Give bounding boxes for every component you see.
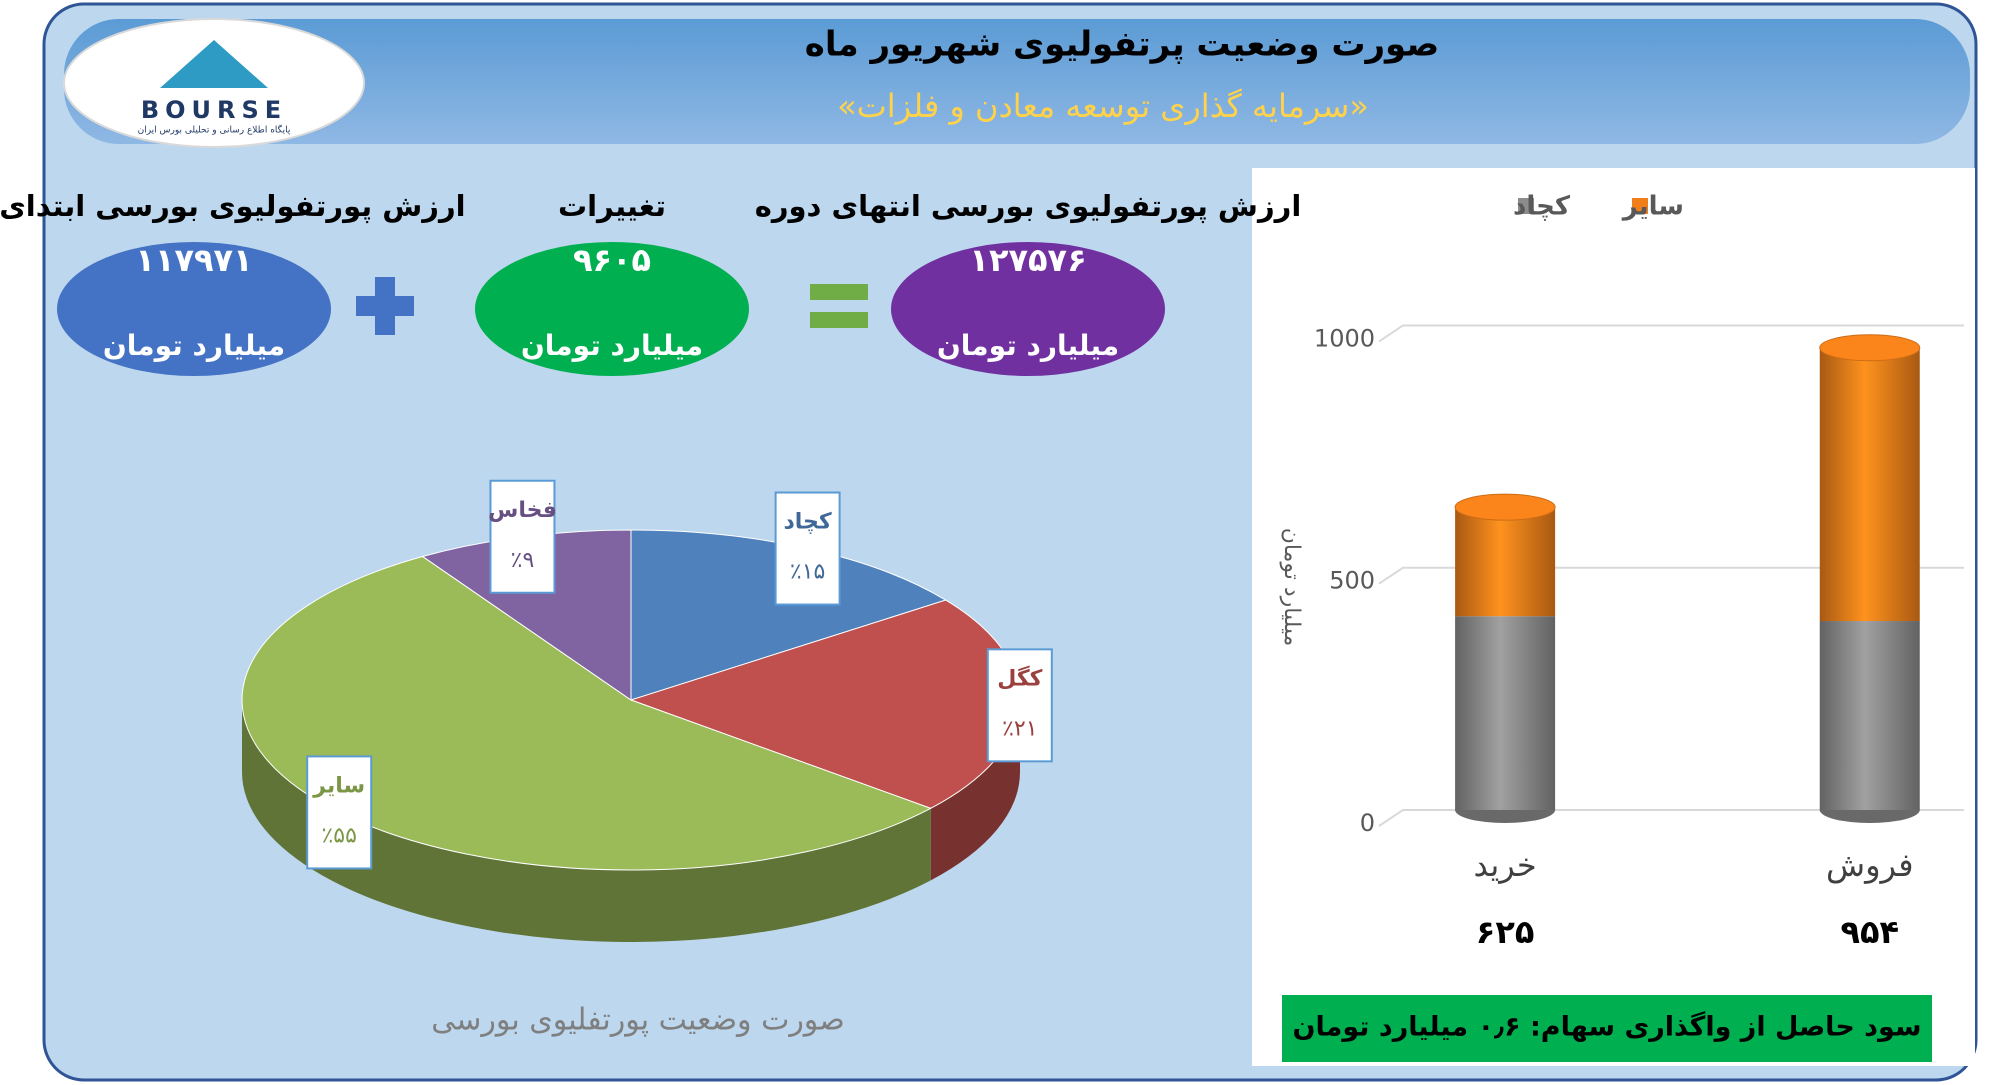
card-unit: میلیارد تومان (103, 329, 285, 362)
header-title: صورت وضعیت پرتفولیوی شهریور ماه (805, 25, 1439, 65)
card-badge (475, 242, 749, 376)
x-tick-label: خرید (1474, 846, 1537, 884)
legend-swatch (1632, 198, 1648, 214)
plus-sign (356, 277, 414, 335)
logo-mark (160, 40, 268, 88)
pie-value-label: ٪۹ (511, 548, 535, 573)
legend-label: سایر (1621, 192, 1684, 222)
pie-category-label: کگل (997, 664, 1042, 691)
pie-label-box (306, 755, 373, 870)
grid-line (1378, 566, 1964, 585)
pie-title: صورت وضعیت پورتفلیوی بورسی (431, 1003, 845, 1038)
card-label: ارزش پورتفولیوی بورسی ابتدای دوره (0, 189, 466, 224)
pie-category-label: فخاس (488, 498, 557, 523)
card-value: ۱۲۷۵۷۶ (969, 241, 1086, 279)
header-subtitle: «سرمایه گذاری توسعه معادن و فلزات» (837, 87, 1369, 125)
y-tick-label: 0 (1360, 809, 1375, 837)
total-label: ۶۲۵ (1476, 913, 1535, 951)
header-band (64, 19, 1970, 144)
bar (1819, 347, 1920, 622)
bar (1455, 507, 1556, 617)
card-badge (57, 242, 331, 376)
bar (1455, 616, 1556, 810)
bar (1819, 621, 1920, 810)
logo-name: BOURSE (141, 96, 287, 124)
bar-top (1819, 334, 1921, 362)
pie-value-label: ٪۱۵ (790, 560, 825, 585)
pie-value-label: ٪۵۵ (321, 823, 356, 848)
note-box (1282, 995, 1932, 1062)
y-tick-label: 1000 (1314, 324, 1375, 352)
card-label: تغییرات (558, 189, 666, 223)
pie-label-box (774, 491, 841, 606)
legend-swatch (1518, 198, 1534, 214)
legend-label: کچاد (1513, 192, 1571, 222)
y-axis-label: میلیارد تومان (1279, 528, 1304, 647)
pie-value-label: ٪۲۱ (1002, 716, 1037, 741)
pie-slice-side (242, 700, 931, 942)
grid-line (1378, 324, 1964, 343)
card-label: ارزش پورتفولیوی بورسی انتهای دوره (755, 189, 1302, 224)
pie-label-box (489, 479, 556, 594)
grid-line (1378, 809, 1964, 827)
pie-category-label: کچاد (784, 510, 832, 535)
logo-tagline: پایگاه اطلاع رسانی و تحلیلی بورس ایران (138, 124, 291, 136)
pie-slice-side (930, 700, 1020, 881)
card-unit: میلیارد تومان (521, 329, 703, 362)
card-value: ۱۱۷۹۷۱ (135, 241, 252, 279)
pie-label-box (986, 648, 1053, 763)
total-label: ۹۵۴ (1840, 913, 1899, 951)
note: سود حاصل از واگذاری سهام: ۰٫۶ میلیارد تو… (1292, 1011, 1921, 1043)
equals-sign (810, 284, 868, 328)
card-value: ۹۶۰۵ (573, 241, 651, 279)
card-unit: میلیارد تومان (937, 329, 1119, 362)
card-badge (891, 242, 1165, 376)
y-tick-label: 500 (1329, 567, 1375, 595)
pie-category-label: سایر (312, 773, 365, 798)
x-tick-label: فروش (1826, 846, 1913, 884)
bar-top (1454, 493, 1556, 521)
